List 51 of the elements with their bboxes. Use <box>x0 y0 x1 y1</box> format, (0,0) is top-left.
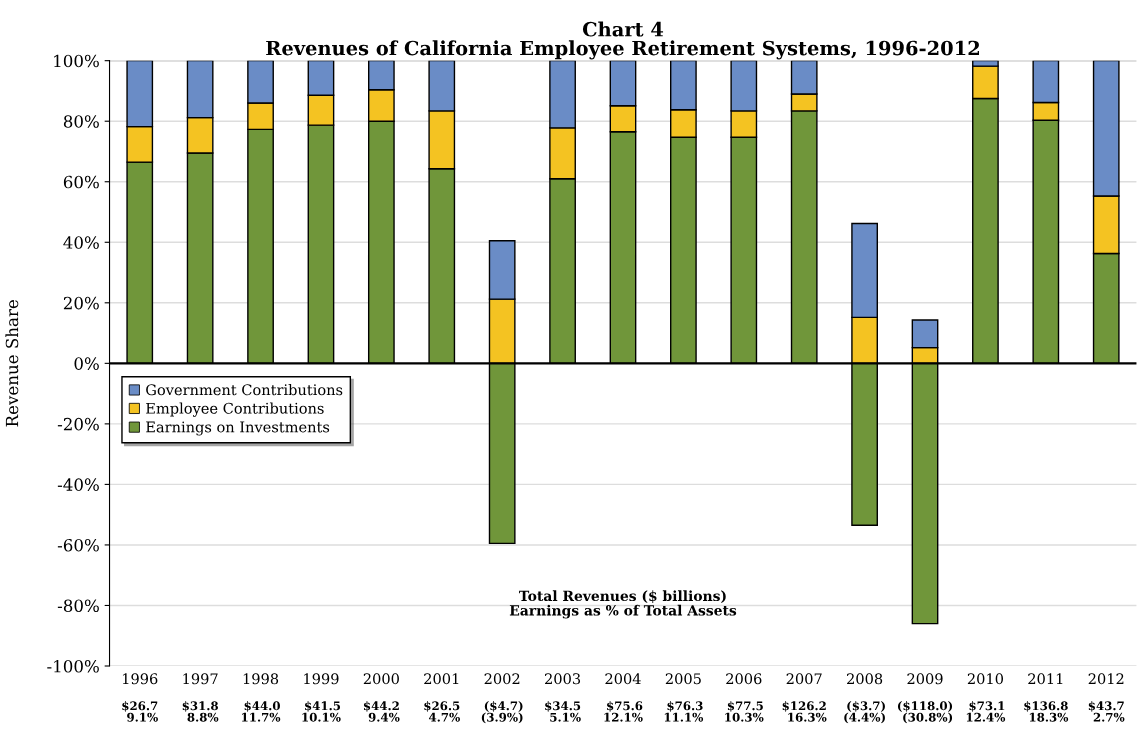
x-tick-label: 2003 <box>545 673 581 685</box>
y-tick-label: 60% <box>63 175 99 189</box>
text: $76.3 11.1% <box>664 701 704 722</box>
x-tick-label: 1998 <box>243 673 279 685</box>
x-tick-label: 2001 <box>424 673 459 685</box>
y-tick-label: -60% <box>57 538 99 552</box>
text: $34.5 5.1% <box>545 701 581 722</box>
legend-label: Employee Contributions <box>146 402 324 417</box>
y-tick-label: 80% <box>63 115 99 128</box>
text: $126.2 16.3% <box>782 701 827 722</box>
x-tick-label: 2000 <box>363 673 399 685</box>
x-tick-label: 2009 <box>907 673 943 685</box>
text: $44.2 9.4% <box>363 701 400 722</box>
x-tick-label: 1996 <box>122 673 158 685</box>
text: ($3.7) (4.4%) <box>844 701 885 724</box>
text: $26.5 4.7% <box>424 701 460 722</box>
x-tick-label: 2004 <box>605 673 641 685</box>
text: $41.5 10.1% <box>302 701 341 722</box>
y-axis-title: Revenue Share <box>5 300 19 427</box>
x-tick-label: 1999 <box>304 673 339 685</box>
text: $26.7 9.1% <box>122 701 158 722</box>
x-tick-label: 2008 <box>847 673 883 685</box>
text: $73.1 12.4% <box>966 701 1006 722</box>
legend-label: Government Contributions <box>146 383 343 396</box>
y-tick-label: -100% <box>47 659 99 673</box>
x-tick-label: 2010 <box>967 673 1004 685</box>
annotation: Total Revenues ($ billions) Earnings as % of Total Assets <box>509 590 737 619</box>
text: $136.8 18.3% <box>1024 701 1069 722</box>
text: $75.6 12.1% <box>604 701 643 722</box>
text: ($4.7) (3.9%) <box>481 701 523 724</box>
text: ($118.0) (30.8%) <box>897 701 953 724</box>
x-tick-label: 1997 <box>183 673 218 685</box>
y-tick-label: 100% <box>54 54 99 68</box>
text: $43.7 2.7% <box>1088 701 1125 722</box>
x-tick-label: 2007 <box>786 673 822 685</box>
text: $77.5 10.3% <box>725 701 764 722</box>
text: $31.8 8.8% <box>182 701 219 722</box>
x-tick-label: 2006 <box>726 673 762 685</box>
y-tick-label: 0% <box>74 357 99 370</box>
y-tick-label: 20% <box>63 296 99 310</box>
y-tick-label: -20% <box>57 417 99 431</box>
y-tick-label: 40% <box>63 236 99 249</box>
legend-label: Earnings on Investments <box>146 421 330 436</box>
x-tick-label: 2011 <box>1028 673 1063 685</box>
y-tick-label: -40% <box>57 478 99 491</box>
text: $44.0 11.7% <box>242 701 281 722</box>
x-tick-label: 2005 <box>665 673 701 685</box>
y-tick-label: -80% <box>57 599 99 613</box>
x-tick-label: 2002 <box>484 673 520 685</box>
x-tick-label: 2012 <box>1088 673 1124 685</box>
chart-title: Chart 4 Revenues of California Employee Retirement Systems, 1996-2012 <box>266 21 979 60</box>
